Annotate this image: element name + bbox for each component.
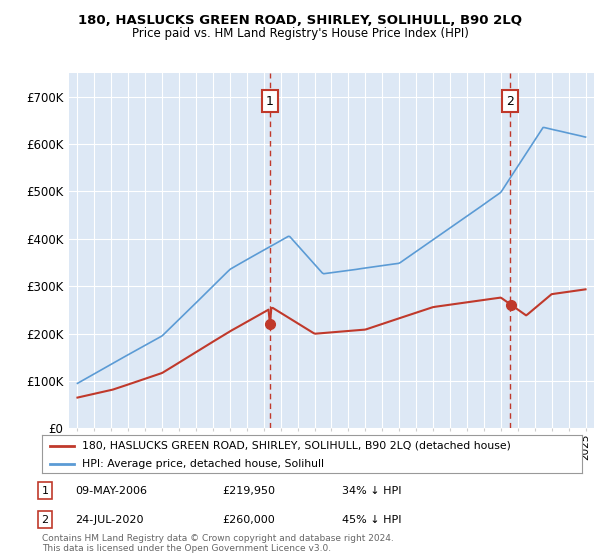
Text: 34% ↓ HPI: 34% ↓ HPI	[342, 486, 401, 496]
Text: 2: 2	[41, 515, 49, 525]
Text: Price paid vs. HM Land Registry's House Price Index (HPI): Price paid vs. HM Land Registry's House …	[131, 27, 469, 40]
Text: 2: 2	[506, 95, 514, 108]
Text: HPI: Average price, detached house, Solihull: HPI: Average price, detached house, Soli…	[83, 459, 325, 469]
Text: 180, HASLUCKS GREEN ROAD, SHIRLEY, SOLIHULL, B90 2LQ: 180, HASLUCKS GREEN ROAD, SHIRLEY, SOLIH…	[78, 14, 522, 27]
Text: 180, HASLUCKS GREEN ROAD, SHIRLEY, SOLIHULL, B90 2LQ (detached house): 180, HASLUCKS GREEN ROAD, SHIRLEY, SOLIH…	[83, 441, 511, 451]
Text: 1: 1	[41, 486, 49, 496]
Text: 24-JUL-2020: 24-JUL-2020	[75, 515, 143, 525]
Text: 09-MAY-2006: 09-MAY-2006	[75, 486, 147, 496]
Text: £260,000: £260,000	[222, 515, 275, 525]
Text: Contains HM Land Registry data © Crown copyright and database right 2024.
This d: Contains HM Land Registry data © Crown c…	[42, 534, 394, 553]
Text: 1: 1	[266, 95, 274, 108]
Text: £219,950: £219,950	[222, 486, 275, 496]
Text: 45% ↓ HPI: 45% ↓ HPI	[342, 515, 401, 525]
